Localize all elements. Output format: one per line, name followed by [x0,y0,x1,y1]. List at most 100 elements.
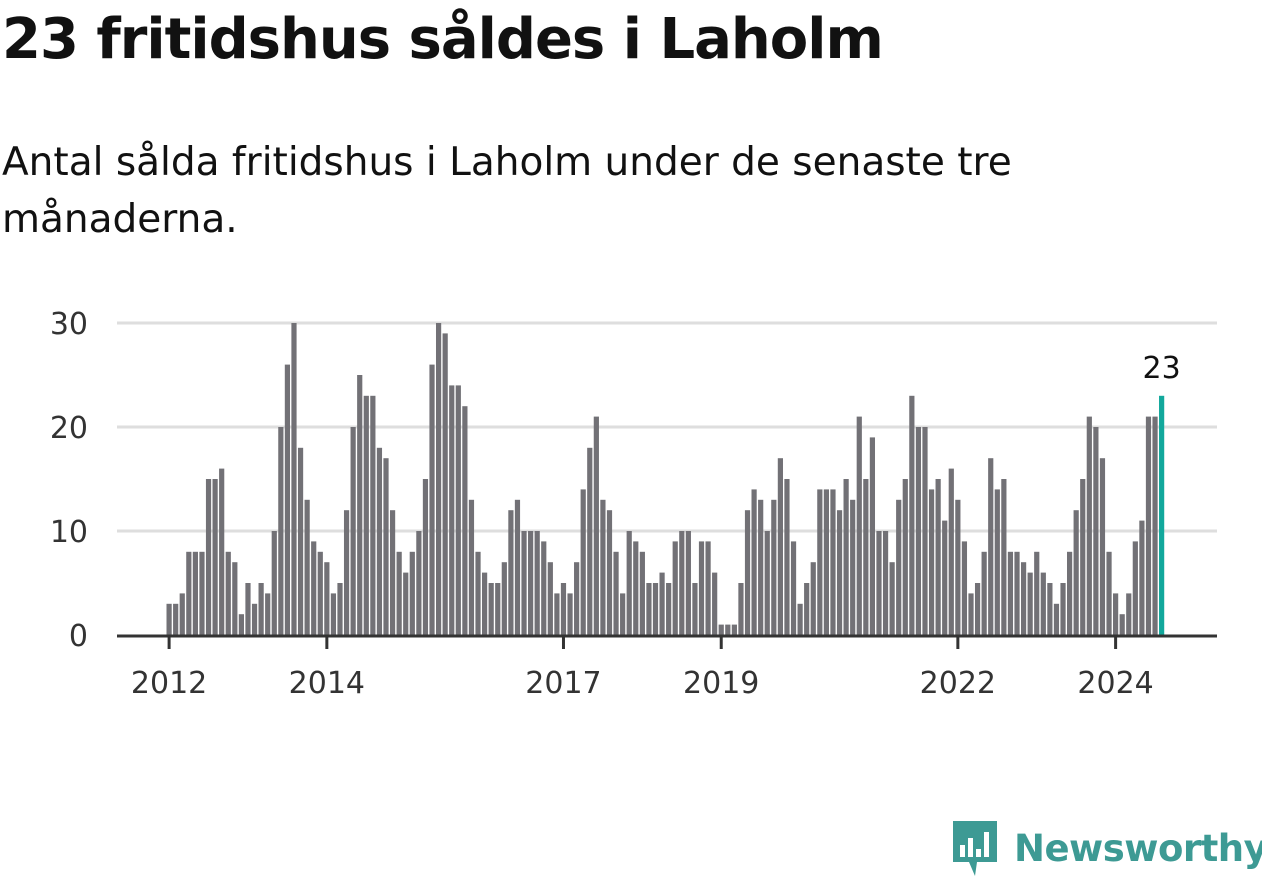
bar [514,499,521,635]
bar [738,583,744,635]
bar [1047,583,1053,635]
bar [449,385,455,635]
chart-title: 23 fritidshus såldes i Laholm [2,7,884,72]
bar [311,541,317,635]
bar [974,583,981,635]
bar [725,624,731,635]
bar [396,551,402,635]
y-tick-label: 0 [69,619,88,654]
bar [876,531,882,635]
bar [186,551,192,635]
y-tick-labels: 0 10 20 30 [50,307,88,654]
bar [889,562,895,635]
bar [600,499,606,635]
bar [942,520,948,635]
bar [403,572,409,635]
bar [528,531,534,635]
bar [534,531,540,635]
bar [554,593,560,635]
bar [271,531,277,635]
bar [192,551,198,635]
bar [1027,572,1033,635]
bar [422,479,429,635]
bar [482,572,488,635]
bar [1119,614,1125,635]
bar [639,551,645,635]
bar [1073,510,1079,635]
bar [1139,520,1145,635]
chart-subtitle: Antal sålda fritidshus i Laholm under de… [2,140,1012,242]
bar [258,583,264,635]
bar [698,541,705,635]
bar [1099,458,1106,635]
bar [1067,551,1073,635]
bar [869,437,876,635]
bar [1001,479,1007,635]
bar [1093,427,1099,635]
y-tick-label: 20 [50,411,88,446]
bar [508,510,514,635]
bar [613,551,619,635]
bar-chart-logo-icon [953,821,997,876]
bar [836,510,843,635]
bar [297,447,304,635]
bar [843,479,849,635]
bar [988,458,994,635]
bar [896,499,902,635]
newsworthy-logo: Newsworthy [950,818,1262,878]
bar [225,551,231,635]
bar [731,624,737,635]
bar [830,489,836,635]
bar [409,551,415,635]
bar [238,614,244,635]
bar [666,583,672,635]
highlight-value-label: 23 [1143,351,1181,386]
bar [205,479,212,635]
bar [166,603,172,635]
bar [1080,479,1086,635]
bar [199,551,205,635]
bar [955,499,961,635]
bar [994,489,1000,635]
bar [790,541,797,635]
bars [166,323,1165,635]
bar [1132,541,1138,635]
bar [278,427,284,635]
bar [416,531,422,635]
bar [758,499,764,635]
bar [455,385,461,635]
bar [744,510,751,635]
bar [284,364,291,635]
bar [567,593,573,635]
bar [1034,551,1040,635]
bar [771,499,777,635]
bar [817,489,823,635]
bar [370,395,376,635]
bar [679,531,685,635]
bar [475,551,481,635]
bar [1060,583,1066,635]
highlight-bar [1159,395,1165,635]
bar [1126,593,1132,635]
bar [429,364,435,635]
bar [495,583,501,635]
bar [633,541,639,635]
bar [804,583,810,635]
bar [935,479,941,635]
x-tick-label: 2012 [131,666,207,701]
bar [606,510,613,635]
bar [659,572,665,635]
bar [1145,416,1152,635]
bar [547,562,553,635]
bar [574,562,580,635]
bar [902,479,908,635]
bar [357,375,363,635]
bar [324,562,330,635]
x-tick-label: 2014 [289,666,365,701]
bar [922,427,928,635]
bar [909,395,915,635]
x-tick-label: 2022 [920,666,996,701]
bar [560,583,567,635]
bar [1053,603,1060,635]
bar [1020,562,1027,635]
